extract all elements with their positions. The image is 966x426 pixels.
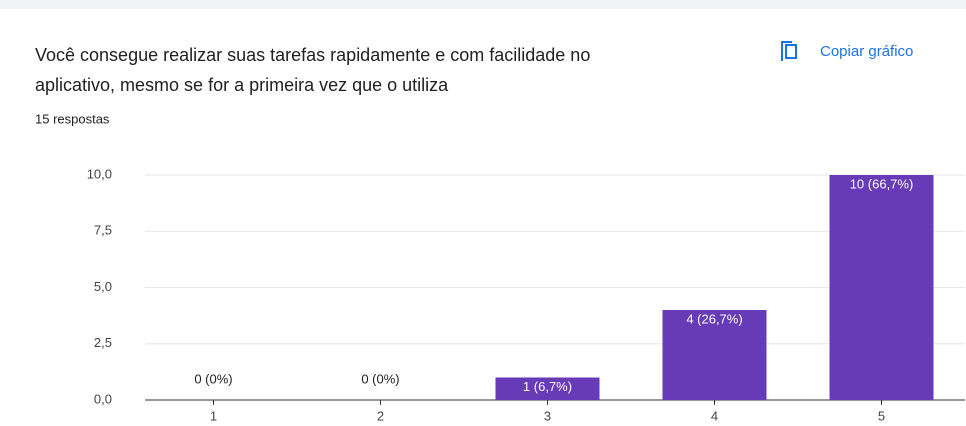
copy-icon xyxy=(785,44,797,59)
value-label: 0 (0%) xyxy=(194,371,232,386)
y-tick-label: 10,0 xyxy=(87,166,112,181)
bar xyxy=(662,310,767,400)
value-label: 1 (6,7%) xyxy=(523,379,572,394)
x-tick-label: 1 xyxy=(210,408,217,423)
y-tick-label: 5,0 xyxy=(94,279,112,294)
copy-icon xyxy=(781,41,792,61)
y-tick-label: 7,5 xyxy=(94,223,112,238)
bar xyxy=(829,175,934,400)
y-tick-label: 0,0 xyxy=(94,391,112,406)
chart-title: aplicativo, mesmo se for a primeira vez … xyxy=(35,75,449,95)
y-tick-label: 2,5 xyxy=(94,335,112,350)
x-tick-label: 3 xyxy=(544,408,551,423)
response-count: 15 respostas xyxy=(35,111,110,126)
value-label: 10 (66,7%) xyxy=(850,176,914,191)
value-label: 0 (0%) xyxy=(361,371,399,386)
chart-title: Você consegue realizar suas tarefas rapi… xyxy=(35,45,590,65)
copy-button[interactable]: Copiar gráfico xyxy=(781,41,913,61)
x-tick-label: 4 xyxy=(711,408,718,423)
bar xyxy=(495,377,600,400)
value-label: 4 (26,7%) xyxy=(686,311,742,326)
x-tick-label: 5 xyxy=(878,408,885,423)
top-border xyxy=(0,0,966,9)
copy-button-label[interactable]: Copiar gráfico xyxy=(820,43,913,60)
x-tick-label: 2 xyxy=(377,408,384,423)
